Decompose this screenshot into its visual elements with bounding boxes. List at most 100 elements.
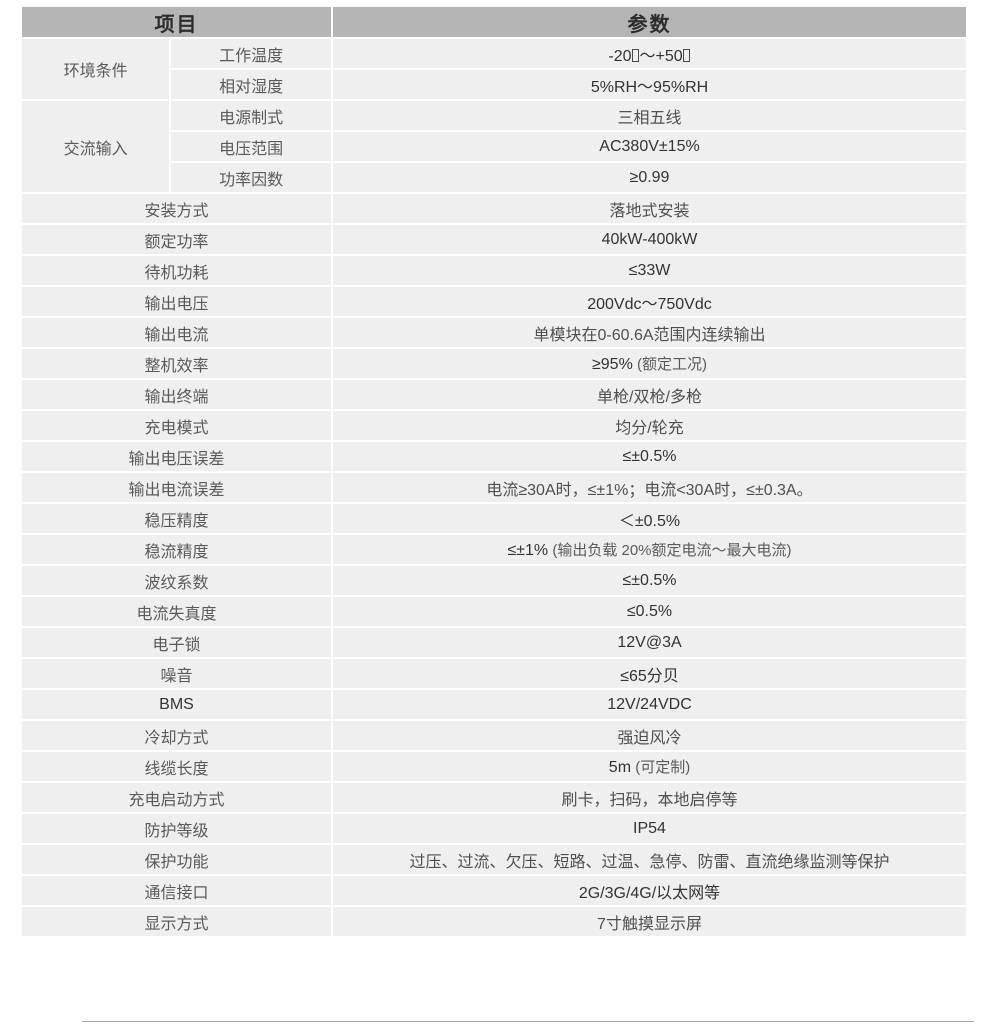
specification-table: 项目 参数 环境条件 工作温度 -20 ～+50 相对湿度 5%RH～95%RH 交流输入电…	[20, 5, 968, 938]
row-value: AC380V±15%	[333, 132, 966, 161]
row-item-label: 波纹系数	[22, 566, 331, 595]
row-value: -20 ～+50	[333, 39, 966, 68]
table-row: 安装方式 落地式安装	[22, 194, 966, 223]
row-item-label: 保护功能	[22, 845, 331, 874]
table-row: 输出电压 200Vdc～750Vdc	[22, 287, 966, 316]
row-value: 单枪/双枪/多枪	[333, 380, 966, 409]
table-header: 项目 参数	[22, 7, 966, 37]
value-suffix: (输出负载 20%额定电流～最大电流)	[548, 542, 792, 559]
row-item-label: 输出电压	[22, 287, 331, 316]
row-group-label: 交流输入	[22, 101, 170, 192]
table-row: 输出电流误差 电流≥30A时，≤±1%；电流<30A时，≤±0.3A。	[22, 473, 966, 502]
table-row: 交流输入 电源制式 三相五线	[22, 101, 966, 192]
table-row: 充电模式 均分/轮充	[22, 411, 966, 440]
table-row: 整机效率 ≥95% (额定工况)	[22, 349, 966, 378]
row-value: 强迫风冷	[333, 721, 966, 750]
row-item-label: 整机效率	[22, 349, 331, 378]
table-row: 冷却方式 强迫风冷	[22, 721, 966, 750]
row-item-label: 输出电流	[22, 318, 331, 347]
row-value: ≤±1% (输出负载 20%额定电流～最大电流)	[333, 535, 966, 564]
table-row: 防护等级 IP54	[22, 814, 966, 843]
row-value: 7寸触摸显示屏	[333, 907, 966, 936]
row-value: 三相五线	[333, 101, 966, 130]
row-item-label: 通信接口	[22, 876, 331, 905]
row-item-label: 噪音	[22, 659, 331, 688]
row-value: 200Vdc～750Vdc	[333, 287, 966, 316]
row-value: 落地式安装	[333, 194, 966, 223]
row-value: 5%RH～95%RH	[333, 70, 966, 99]
row-item-label: 电流失真度	[22, 597, 331, 626]
table-row: 输出电流 单模块在0-60.6A范围内连续输出	[22, 318, 966, 347]
table-row: 噪音 ≤65分贝	[22, 659, 966, 688]
row-item-label: 显示方式	[22, 907, 331, 936]
row-value: 电流≥30A时，≤±1%；电流<30A时，≤±0.3A。	[333, 473, 966, 502]
table-row: BMS 12V/24VDC	[22, 690, 966, 719]
row-value: 刷卡，扫码，本地启停等	[333, 783, 966, 812]
row-item-label: 输出终端	[22, 380, 331, 409]
row-item-label: 相对湿度	[171, 70, 331, 99]
row-item-label: 线缆长度	[22, 752, 331, 781]
table-row: 电子锁 12V@3A	[22, 628, 966, 657]
table-body: 环境条件 工作温度 -20 ～+50 相对湿度 5%RH～95%RH 交流输入 电源制式 三相五…	[22, 39, 966, 936]
row-value: 12V/24VDC	[333, 690, 966, 719]
row-item-label: 安装方式	[22, 194, 331, 223]
table-row: 输出电压误差 ≤±0.5%	[22, 442, 966, 471]
row-value: ≤±0.5%	[333, 442, 966, 471]
row-item-label: 稳压精度	[22, 504, 331, 533]
bottom-divider	[82, 1021, 974, 1022]
row-item-label: 额定功率	[22, 225, 331, 254]
value-suffix: (可定制)	[631, 759, 691, 776]
table-row: 功率因数 ≥0.99	[22, 163, 966, 192]
row-item-label: 功率因数	[171, 163, 331, 192]
column-header-parameter: 参数	[333, 7, 966, 37]
row-value: 5m (可定制)	[333, 752, 966, 781]
table-row: 波纹系数 ≤±0.5%	[22, 566, 966, 595]
row-value: 2G/3G/4G/以太网等	[333, 876, 966, 905]
row-item-label: BMS	[22, 690, 331, 719]
row-value: IP54	[333, 814, 966, 843]
row-item-label: 充电启动方式	[22, 783, 331, 812]
row-item-label: 电子锁	[22, 628, 331, 657]
header-row: 项目 参数	[22, 7, 966, 37]
row-item-label: 输出电压误差	[22, 442, 331, 471]
table-row: 线缆长度 5m (可定制)	[22, 752, 966, 781]
row-value: ≤±0.5%	[333, 566, 966, 595]
table-row: 充电启动方式 刷卡，扫码，本地启停等	[22, 783, 966, 812]
value-suffix: (额定工况)	[632, 356, 707, 373]
table-row: 显示方式 7寸触摸显示屏	[22, 907, 966, 936]
row-value: ≤33W	[333, 256, 966, 285]
missing-glyph-box	[631, 48, 639, 62]
table-row: 电压范围 AC380V±15%	[22, 132, 966, 161]
table-row: 电流失真度 ≤0.5%	[22, 597, 966, 626]
row-item-label: 待机功耗	[22, 256, 331, 285]
table-row: 环境条件 工作温度 -20 ～+50	[22, 39, 966, 99]
table-row: 保护功能 过压、过流、欠压、短路、过温、急停、防雷、直流绝缘监测等保护	[22, 845, 966, 874]
row-value: 过压、过流、欠压、短路、过温、急停、防雷、直流绝缘监测等保护	[333, 845, 966, 874]
row-item-label: 电压范围	[171, 132, 331, 161]
row-value: ≥95% (额定工况)	[333, 349, 966, 378]
table-row: 稳压精度 ＜±0.5%	[22, 504, 966, 533]
row-value: ≤65分贝	[333, 659, 966, 688]
table-row: 通信接口 2G/3G/4G/以太网等	[22, 876, 966, 905]
table-row: 额定功率 40kW-400kW	[22, 225, 966, 254]
row-value: 均分/轮充	[333, 411, 966, 440]
row-item-label: 冷却方式	[22, 721, 331, 750]
row-item-label: 电源制式	[171, 101, 331, 130]
column-header-item: 项目	[22, 7, 331, 37]
row-item-label: 稳流精度	[22, 535, 331, 564]
table-row: 相对湿度 5%RH～95%RH	[22, 70, 966, 99]
row-item-label: 工作温度	[171, 39, 331, 68]
row-value: ≥0.99	[333, 163, 966, 192]
row-item-label: 充电模式	[22, 411, 331, 440]
row-value: ＜±0.5%	[333, 504, 966, 533]
row-group-label: 环境条件	[22, 39, 170, 99]
row-value: 12V@3A	[333, 628, 966, 657]
table-row: 输出终端 单枪/双枪/多枪	[22, 380, 966, 409]
row-value: ≤0.5%	[333, 597, 966, 626]
row-item-label: 防护等级	[22, 814, 331, 843]
row-value: 40kW-400kW	[333, 225, 966, 254]
missing-glyph-box	[683, 48, 691, 62]
row-value: 单模块在0-60.6A范围内连续输出	[333, 318, 966, 347]
row-item-label: 输出电流误差	[22, 473, 331, 502]
